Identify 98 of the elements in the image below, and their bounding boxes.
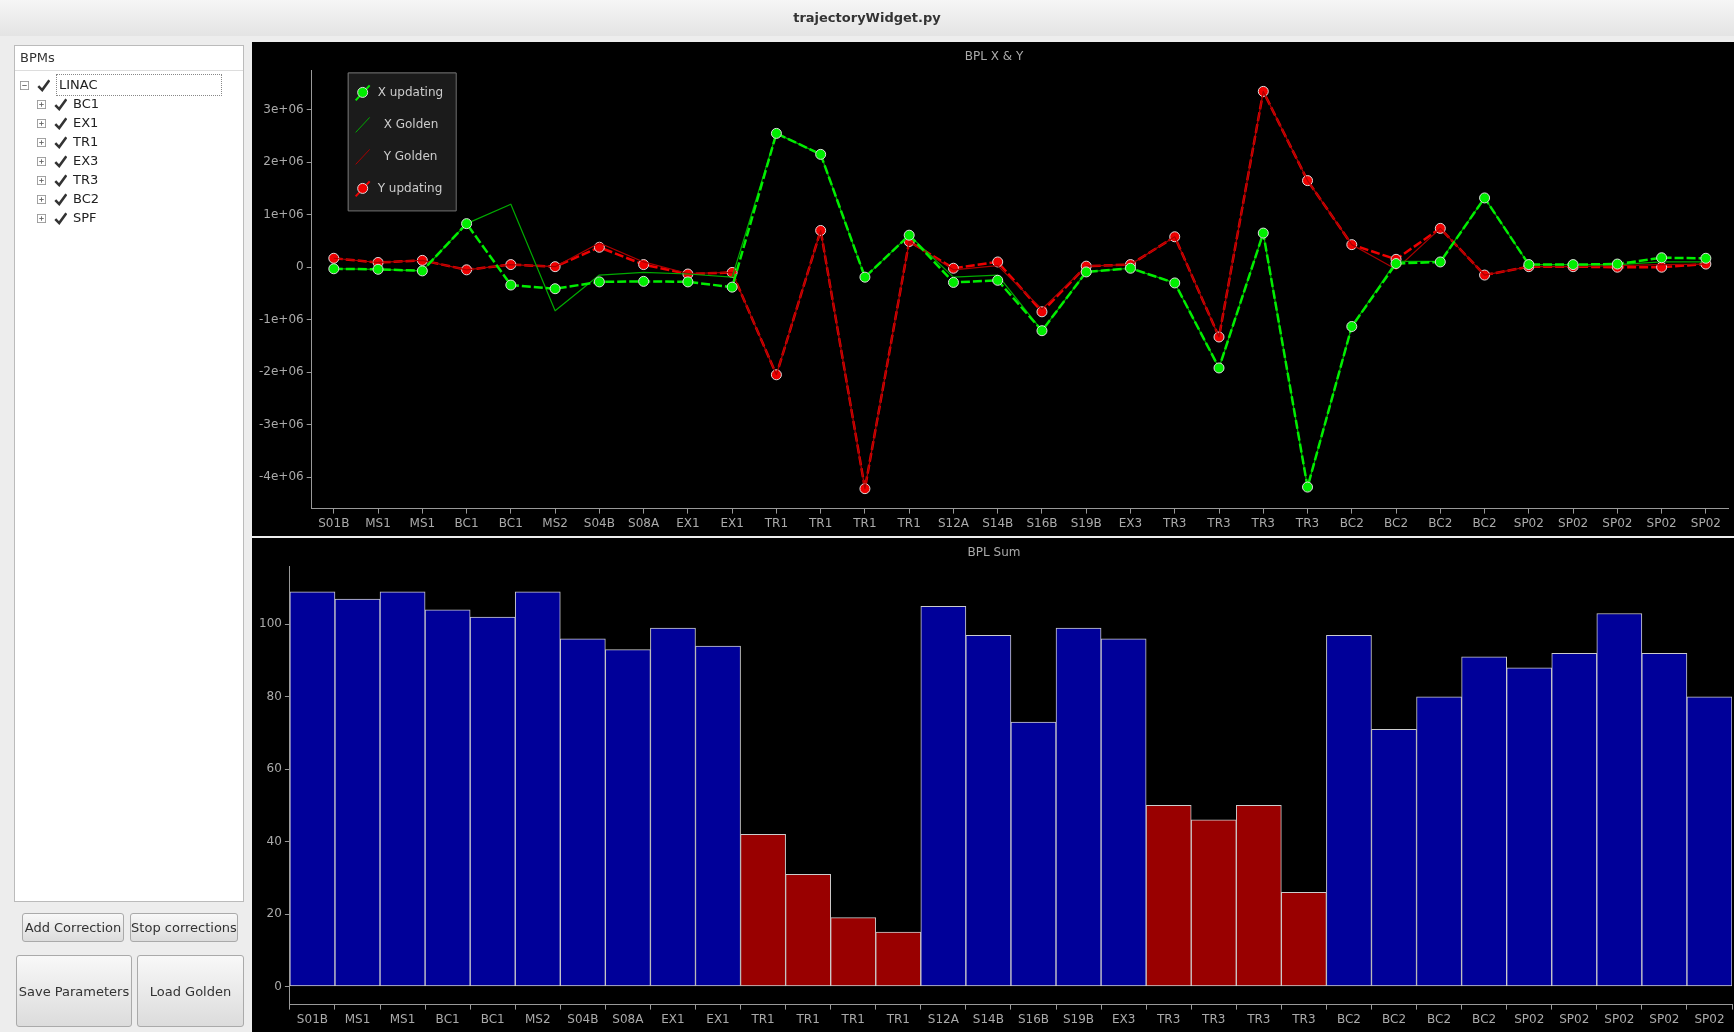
- x-tick-label: MS2: [524, 1011, 551, 1026]
- x-tick-label: EX3: [1111, 1011, 1136, 1026]
- x-tick-label: EX1: [661, 1011, 685, 1026]
- text: trajectoryWidget.py: [0, 0, 1734, 36]
- x-tick-label: S04B: [583, 515, 615, 530]
- x-tick-label: BC2: [1472, 1011, 1497, 1026]
- x-tick-label: TR1: [852, 515, 877, 530]
- chart-title: BPL Sum: [967, 545, 1021, 560]
- y-tick-label: 2e+06: [263, 154, 304, 169]
- x-tick-label: SP02: [1558, 515, 1589, 530]
- y-tick-label: 100: [259, 616, 282, 631]
- x-tick-label: S16B: [1026, 515, 1058, 530]
- x-tick-label: S12A: [927, 1011, 960, 1026]
- x-tick-label: BC2: [1427, 1011, 1452, 1026]
- x-tick-label: TR1: [808, 515, 833, 530]
- x-tick-label: S01B: [318, 515, 350, 530]
- x-tick-label: BC1: [454, 515, 479, 530]
- x-tick-label: BC1: [498, 515, 523, 530]
- x-tick-label: BC1: [480, 1011, 505, 1026]
- x-tick-label: SP02: [1694, 1011, 1725, 1026]
- x-tick-label: EX1: [706, 1011, 730, 1026]
- x-tick-label: MS1: [389, 1011, 416, 1026]
- x-tick-label: SP02: [1602, 515, 1633, 530]
- x-tick-label: SP02: [1514, 1011, 1545, 1026]
- x-tick-label: S01B: [296, 1011, 328, 1026]
- x-tick-label: EX1: [720, 515, 744, 530]
- x-tick-label: S08A: [612, 1011, 645, 1026]
- y-tick-label: 0: [296, 259, 304, 274]
- text: EX3: [73, 152, 99, 170]
- y-tick-label: -4e+06: [259, 469, 304, 484]
- x-tick-label: S14B: [972, 1011, 1004, 1026]
- y-tick-label: 1e+06: [263, 206, 304, 221]
- x-tick-label: TR3: [1162, 515, 1187, 530]
- x-tick-label: MS1: [409, 515, 436, 530]
- x-tick-label: MS2: [542, 515, 568, 530]
- x-tick-label: EX3: [1118, 515, 1143, 530]
- x-tick-label: BC2: [1339, 515, 1364, 530]
- y-tick-label: 80: [266, 688, 282, 703]
- x-tick-label: BC2: [1381, 1011, 1407, 1026]
- x-tick-label: BC2: [1472, 515, 1497, 530]
- x-tick-label: TR3: [1250, 515, 1275, 530]
- legend-label: X updating: [377, 84, 444, 99]
- y-tick-label: -3e+06: [259, 416, 304, 431]
- x-tick-label: S08A: [628, 515, 660, 530]
- x-tick-label: SP02: [1690, 515, 1721, 530]
- x-tick-label: SP02: [1604, 1011, 1635, 1026]
- x-tick-label: SP02: [1649, 1011, 1680, 1026]
- x-tick-label: TR1: [896, 515, 921, 530]
- text: TR3: [73, 171, 99, 189]
- text: Load Golden: [137, 955, 244, 1027]
- y-tick-label: 60: [266, 761, 282, 776]
- x-tick-label: S04B: [567, 1011, 599, 1026]
- legend-label: X Golden: [383, 116, 439, 131]
- x-tick-label: BC2: [1428, 515, 1453, 530]
- x-tick-label: TR1: [795, 1011, 820, 1026]
- x-tick-label: SP02: [1513, 515, 1544, 530]
- text: BC1: [73, 95, 100, 113]
- legend-label: Y updating: [376, 180, 443, 195]
- x-tick-label: TR1: [840, 1011, 865, 1026]
- x-tick-label: S12A: [937, 515, 970, 530]
- text: Stop corrections: [130, 913, 238, 942]
- x-tick-label: S14B: [982, 515, 1014, 530]
- x-tick-label: MS1: [344, 1011, 371, 1026]
- x-tick-label: TR3: [1291, 1011, 1316, 1026]
- text: EX1: [73, 114, 99, 132]
- chart-title: BPL X & Y: [964, 49, 1024, 64]
- x-tick-label: S19B: [1070, 515, 1102, 530]
- x-tick-label: SP02: [1559, 1011, 1590, 1026]
- x-tick-label: BC1: [435, 1011, 460, 1026]
- y-tick-label: 3e+06: [263, 101, 304, 116]
- y-tick-label: 20: [266, 906, 282, 921]
- text: BPMs: [15, 46, 243, 71]
- x-tick-label: TR1: [763, 515, 789, 530]
- text: BC2: [73, 190, 100, 208]
- x-tick-label: EX1: [676, 515, 700, 530]
- x-tick-label: TR3: [1294, 515, 1320, 530]
- x-tick-label: S16B: [1017, 1011, 1050, 1026]
- x-tick-label: MS1: [365, 515, 391, 530]
- text: SPF: [73, 209, 97, 227]
- text: TR1: [73, 133, 99, 151]
- x-tick-label: TR3: [1156, 1011, 1181, 1026]
- y-tick-label: 40: [266, 833, 282, 848]
- legend-label: Y Golden: [382, 148, 438, 163]
- x-tick-label: SP02: [1646, 515, 1677, 530]
- x-tick-label: TR1: [885, 1011, 910, 1026]
- x-tick-label: TR3: [1246, 1011, 1271, 1026]
- x-tick-label: S19B: [1062, 1011, 1095, 1026]
- y-tick-label: 0: [274, 978, 282, 993]
- x-tick-label: TR3: [1201, 1011, 1226, 1026]
- text: Add Correction: [22, 913, 124, 942]
- text: Save Parameters: [16, 955, 132, 1027]
- y-tick-label: -2e+06: [259, 364, 304, 379]
- x-tick-label: BC2: [1384, 515, 1409, 530]
- text: LINAC: [56, 74, 222, 96]
- x-tick-label: TR3: [1206, 515, 1231, 530]
- x-tick-label: TR1: [750, 1011, 775, 1026]
- x-tick-label: BC2: [1336, 1011, 1361, 1026]
- y-tick-label: -1e+06: [259, 311, 304, 326]
